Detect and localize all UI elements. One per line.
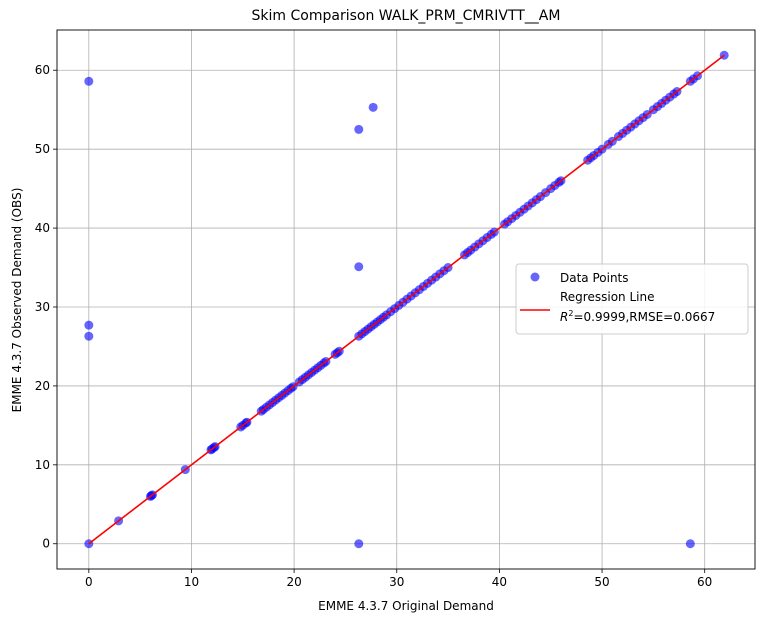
y-tick-label: 10 <box>35 458 50 472</box>
x-tick-label: 30 <box>389 575 404 589</box>
x-tick-label: 40 <box>492 575 507 589</box>
x-axis-label: EMME 4.3.7 Original Demand <box>318 599 494 613</box>
legend-r2-sup: 2 <box>568 309 573 318</box>
legend: Data Points Regression Line R2=0.9999,RM… <box>515 263 749 335</box>
chart-title: Skim Comparison WALK_PRM_CMRIVTT__AM <box>252 8 561 24</box>
x-tick-label: 0 <box>85 575 93 589</box>
x-tick-label: 50 <box>594 575 609 589</box>
regression-line <box>88 54 725 545</box>
data-point <box>84 320 94 330</box>
y-tick-label: 30 <box>35 300 50 314</box>
data-point <box>354 539 364 549</box>
y-tick-label: 20 <box>35 379 50 393</box>
legend-stats: R2=0.9999,RMSE=0.0667 <box>560 309 715 324</box>
y-axis-label: EMME 4.3.7 Observed Demand (OBS) <box>10 188 24 413</box>
legend-point-marker <box>530 272 540 282</box>
legend-r2-symbol: R <box>560 310 568 324</box>
legend-line-label: Regression Line <box>560 290 654 304</box>
x-tick-label: 60 <box>697 575 712 589</box>
y-tick-label: 40 <box>35 221 50 235</box>
legend-stats-text: =0.9999,RMSE=0.0667 <box>573 310 715 324</box>
x-tick-label: 20 <box>286 575 301 589</box>
ticks: 0 10 20 30 40 50 60 0 10 20 30 40 50 60 <box>35 63 713 589</box>
x-tick-label: 10 <box>184 575 199 589</box>
data-point <box>354 124 364 134</box>
y-tick-label: 60 <box>35 63 50 77</box>
data-point <box>84 331 94 341</box>
data-point <box>354 262 364 272</box>
legend-points-label: Data Points <box>560 271 629 285</box>
data-point <box>685 539 695 549</box>
axes-frame <box>56 29 756 570</box>
y-tick-label: 50 <box>35 142 50 156</box>
y-tick-label: 0 <box>42 537 50 551</box>
data-point <box>84 76 94 86</box>
data-point <box>368 102 378 112</box>
